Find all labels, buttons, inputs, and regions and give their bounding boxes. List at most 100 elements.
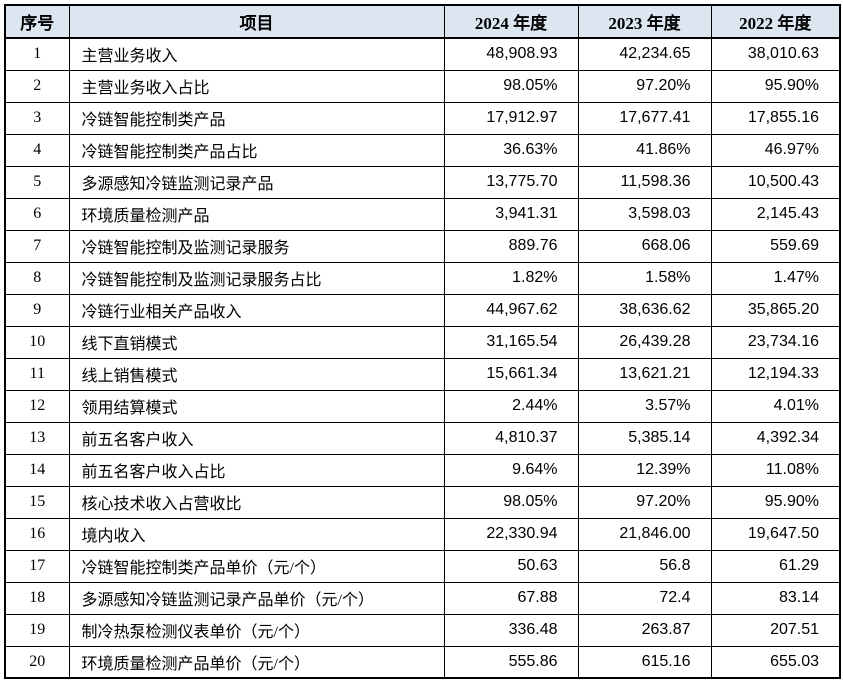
value-2022: 4.01% [710,389,841,423]
item-cell: 境内收入 [68,517,445,551]
item-cell: 环境质量检测产品 [68,197,445,231]
col-header-2022: 2022 年度 [710,4,841,39]
item-cell: 冷链智能控制类产品占比 [68,133,445,167]
value-2024: 31,165.54 [443,325,579,359]
value-2023: 668.06 [577,229,712,263]
value-2024: 17,912.97 [443,101,579,135]
value-2022: 1.47% [710,261,841,295]
row-index: 2 [4,69,70,103]
value-2023: 3,598.03 [577,197,712,231]
value-2023: 13,621.21 [577,357,712,391]
value-2022: 61.29 [710,549,841,583]
row-index: 9 [4,293,70,327]
item-cell: 领用结算模式 [68,389,445,423]
table-row: 10 线下直销模式 31,165.54 26,439.28 23,734.16 [4,325,841,359]
header-row: 序号 项目 2024 年度 2023 年度 2022 年度 [4,4,841,39]
value-2022: 83.14 [710,581,841,615]
item-cell: 线上销售模式 [68,357,445,391]
value-2024: 4,810.37 [443,421,579,455]
value-2024: 44,967.62 [443,293,579,327]
value-2024: 555.86 [443,645,579,679]
value-2022: 655.03 [710,645,841,679]
value-2023: 5,385.14 [577,421,712,455]
value-2023: 1.58% [577,261,712,295]
table-row: 18 多源感知冷链监测记录产品单价（元/个） 67.88 72.4 83.14 [4,581,841,615]
row-index: 19 [4,613,70,647]
value-2022: 95.90% [710,69,841,103]
row-index: 8 [4,261,70,295]
table-row: 20 环境质量检测产品单价（元/个） 555.86 615.16 655.03 [4,645,841,679]
value-2022: 35,865.20 [710,293,841,327]
col-header-index: 序号 [4,4,70,39]
value-2022: 46.97% [710,133,841,167]
row-index: 7 [4,229,70,263]
value-2024: 98.05% [443,69,579,103]
value-2024: 2.44% [443,389,579,423]
value-2023: 615.16 [577,645,712,679]
table-row: 2 主营业务收入占比 98.05% 97.20% 95.90% [4,69,841,103]
table-row: 17 冷链智能控制类产品单价（元/个） 50.63 56.8 61.29 [4,549,841,583]
value-2024: 67.88 [443,581,579,615]
item-cell: 主营业务收入占比 [68,69,445,103]
item-cell: 冷链智能控制类产品 [68,101,445,135]
value-2023: 42,234.65 [577,37,712,71]
value-2024: 336.48 [443,613,579,647]
value-2024: 36.63% [443,133,579,167]
item-cell: 多源感知冷链监测记录产品单价（元/个） [68,581,445,615]
value-2023: 26,439.28 [577,325,712,359]
value-2024: 3,941.31 [443,197,579,231]
row-index: 17 [4,549,70,583]
value-2023: 263.87 [577,613,712,647]
table-row: 5 多源感知冷链监测记录产品 13,775.70 11,598.36 10,50… [4,165,841,199]
col-header-2024: 2024 年度 [443,4,579,39]
value-2024: 98.05% [443,485,579,519]
value-2023: 41.86% [577,133,712,167]
item-cell: 冷链智能控制及监测记录服务 [68,229,445,263]
value-2024: 22,330.94 [443,517,579,551]
table-row: 4 冷链智能控制类产品占比 36.63% 41.86% 46.97% [4,133,841,167]
table-row: 6 环境质量检测产品 3,941.31 3,598.03 2,145.43 [4,197,841,231]
item-cell: 前五名客户收入占比 [68,453,445,487]
row-index: 15 [4,485,70,519]
value-2023: 17,677.41 [577,101,712,135]
table-row: 3 冷链智能控制类产品 17,912.97 17,677.41 17,855.1… [4,101,841,135]
table-row: 11 线上销售模式 15,661.34 13,621.21 12,194.33 [4,357,841,391]
value-2024: 48,908.93 [443,37,579,71]
value-2024: 9.64% [443,453,579,487]
value-2023: 12.39% [577,453,712,487]
value-2023: 97.20% [577,69,712,103]
table-row: 8 冷链智能控制及监测记录服务占比 1.82% 1.58% 1.47% [4,261,841,295]
table-row: 15 核心技术收入占营收比 98.05% 97.20% 95.90% [4,485,841,519]
row-index: 13 [4,421,70,455]
row-index: 5 [4,165,70,199]
item-cell: 冷链行业相关产品收入 [68,293,445,327]
row-index: 4 [4,133,70,167]
item-cell: 多源感知冷链监测记录产品 [68,165,445,199]
value-2024: 50.63 [443,549,579,583]
value-2022: 207.51 [710,613,841,647]
row-index: 6 [4,197,70,231]
value-2022: 11.08% [710,453,841,487]
col-header-item: 项目 [68,4,445,39]
value-2023: 11,598.36 [577,165,712,199]
table-row: 13 前五名客户收入 4,810.37 5,385.14 4,392.34 [4,421,841,455]
value-2022: 4,392.34 [710,421,841,455]
col-header-2023: 2023 年度 [577,4,712,39]
value-2022: 2,145.43 [710,197,841,231]
value-2023: 38,636.62 [577,293,712,327]
value-2023: 21,846.00 [577,517,712,551]
value-2024: 889.76 [443,229,579,263]
row-index: 20 [4,645,70,679]
table-row: 1 主营业务收入 48,908.93 42,234.65 38,010.63 [4,37,841,71]
value-2024: 1.82% [443,261,579,295]
table-row: 19 制冷热泵检测仪表单价（元/个） 336.48 263.87 207.51 [4,613,841,647]
item-cell: 前五名客户收入 [68,421,445,455]
value-2023: 97.20% [577,485,712,519]
value-2022: 23,734.16 [710,325,841,359]
value-2022: 38,010.63 [710,37,841,71]
row-index: 1 [4,37,70,71]
table-row: 9 冷链行业相关产品收入 44,967.62 38,636.62 35,865.… [4,293,841,327]
item-cell: 线下直销模式 [68,325,445,359]
row-index: 3 [4,101,70,135]
